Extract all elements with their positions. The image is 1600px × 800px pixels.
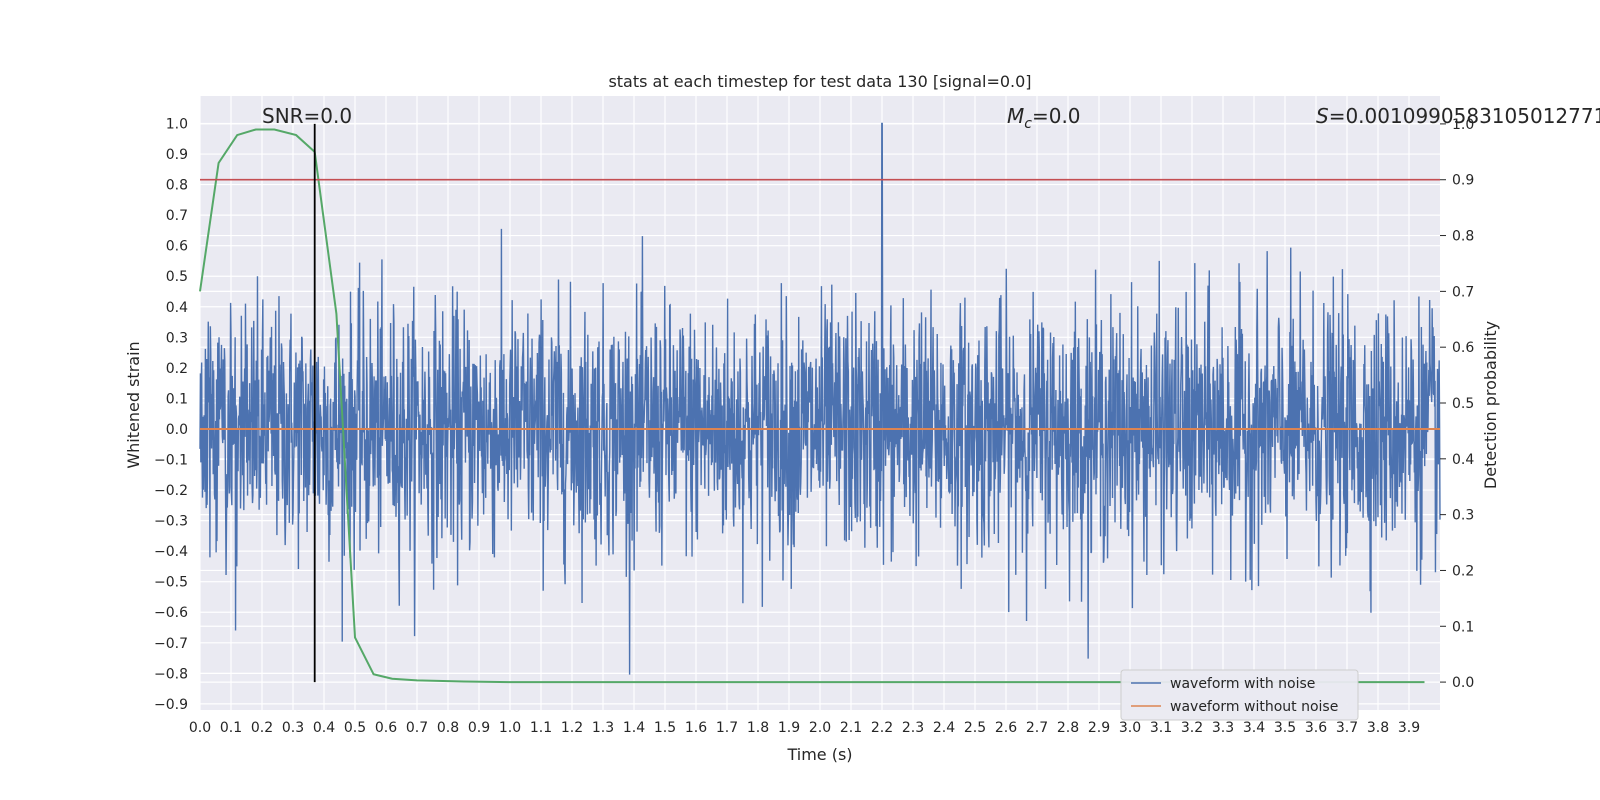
y2-tick-7: 0.3	[1452, 508, 1474, 524]
x-tick-31: 3.1	[1150, 720, 1172, 736]
y2-tick-9: 0.1	[1452, 619, 1474, 635]
legend: waveform with noise waveform without noi…	[1121, 670, 1358, 720]
y2-tick-10: 0.0	[1452, 675, 1474, 691]
x-tick-13: 1.3	[592, 720, 614, 736]
chart-title: stats at each timestep for test data 130…	[608, 72, 1031, 91]
x-tick-23: 2.3	[902, 720, 924, 736]
x-tick-28: 2.8	[1057, 720, 1079, 736]
y-tick-8: 0.2	[166, 361, 188, 377]
x-axis-label: Time (s)	[786, 745, 852, 764]
y2-tick-labels: 1.00.90.80.70.60.50.40.30.20.10.0	[1440, 117, 1474, 691]
x-tick-10: 1.0	[499, 720, 521, 736]
x-tick-21: 2.1	[840, 720, 862, 736]
y-tick-18: −0.8	[154, 666, 188, 682]
x-tick-14: 1.4	[623, 720, 645, 736]
y-tick-7: 0.3	[166, 330, 188, 346]
y-tick-11: −0.1	[154, 453, 188, 469]
x-tick-30: 3.0	[1119, 720, 1141, 736]
mc-value: =0.0	[1032, 104, 1081, 128]
x-tick-3: 0.3	[282, 720, 304, 736]
s-symbol: S	[1316, 104, 1329, 128]
x-tick-0: 0.0	[189, 720, 211, 736]
x-tick-8: 0.8	[437, 720, 459, 736]
x-tick-4: 0.4	[313, 720, 335, 736]
x-tick-32: 3.2	[1181, 720, 1203, 736]
y-tick-17: −0.7	[154, 636, 188, 652]
x-tick-17: 1.7	[716, 720, 738, 736]
x-tick-27: 2.7	[1026, 720, 1048, 736]
y2-axis-label: Detection probability	[1481, 321, 1500, 489]
x-tick-9: 0.9	[468, 720, 490, 736]
x-tick-26: 2.6	[995, 720, 1017, 736]
legend-label-noise: waveform with noise	[1170, 676, 1315, 692]
y-tick-1: 0.9	[166, 147, 188, 163]
x-tick-34: 3.4	[1243, 720, 1265, 736]
y-tick-12: −0.2	[154, 483, 188, 499]
x-tick-22: 2.2	[871, 720, 893, 736]
y2-tick-1: 0.9	[1452, 173, 1474, 189]
x-tick-29: 2.9	[1088, 720, 1110, 736]
mc-annotation: Mc=0.0	[1007, 104, 1081, 132]
x-tick-39: 3.9	[1398, 720, 1420, 736]
y-tick-9: 0.1	[166, 391, 188, 407]
s-annotation: S=0.0010990583105012771	[1316, 104, 1600, 128]
x-tick-1: 0.1	[220, 720, 242, 736]
mc-symbol: M	[1007, 104, 1024, 128]
x-tick-19: 1.9	[778, 720, 800, 736]
y2-tick-3: 0.7	[1452, 284, 1474, 300]
x-tick-6: 0.6	[375, 720, 397, 736]
y-tick-6: 0.4	[166, 300, 188, 316]
y2-tick-8: 0.2	[1452, 563, 1474, 579]
x-tick-labels: 0.0 0.1 0.2 0.3 0.4 0.5 0.6 0.7 0.8 0.9 1.0 1.1 1.2 1…	[189, 720, 1420, 736]
y-tick-10: 0.0	[166, 422, 188, 438]
y-tick-19: −0.9	[154, 697, 188, 713]
x-tick-38: 3.8	[1367, 720, 1389, 736]
x-tick-25: 2.5	[964, 720, 986, 736]
x-tick-18: 1.8	[747, 720, 769, 736]
y-tick-15: −0.5	[154, 575, 188, 591]
y-axis-label: Whitened strain	[124, 341, 143, 468]
x-tick-20: 2.0	[809, 720, 831, 736]
x-tick-37: 3.7	[1336, 720, 1358, 736]
s-value: =0.0010990583105012771	[1329, 104, 1600, 128]
snr-annotation: SNR=0.0	[262, 104, 352, 128]
x-tick-16: 1.6	[685, 720, 707, 736]
x-tick-11: 1.1	[530, 720, 552, 736]
x-tick-15: 1.5	[654, 720, 676, 736]
y-tick-labels: 1.0 0.9 0.8 0.7 0.6 0.5 0.4 0.3 0.2 0.1 0.0 −0.1 −0.…	[154, 116, 188, 712]
y-tick-3: 0.7	[166, 208, 188, 224]
x-tick-2: 0.2	[251, 720, 273, 736]
y-tick-2: 0.8	[166, 178, 188, 194]
x-tick-36: 3.6	[1305, 720, 1327, 736]
y-tick-4: 0.6	[166, 239, 188, 255]
x-tick-35: 3.5	[1274, 720, 1296, 736]
y2-tick-6: 0.4	[1452, 452, 1474, 468]
x-tick-7: 0.7	[406, 720, 428, 736]
x-tick-5: 0.5	[344, 720, 366, 736]
y2-tick-2: 0.8	[1452, 229, 1474, 245]
y-tick-14: −0.4	[154, 544, 188, 560]
x-tick-33: 3.3	[1212, 720, 1234, 736]
legend-label-clean: waveform without noise	[1170, 699, 1338, 715]
y2-tick-4: 0.6	[1452, 340, 1474, 356]
y-tick-5: 0.5	[166, 269, 188, 285]
x-tick-24: 2.4	[933, 720, 955, 736]
y2-tick-5: 0.5	[1452, 396, 1474, 412]
y-tick-13: −0.3	[154, 514, 188, 530]
x-tick-12: 1.2	[561, 720, 583, 736]
y-tick-16: −0.6	[154, 605, 188, 621]
y-tick-0: 1.0	[166, 116, 188, 132]
